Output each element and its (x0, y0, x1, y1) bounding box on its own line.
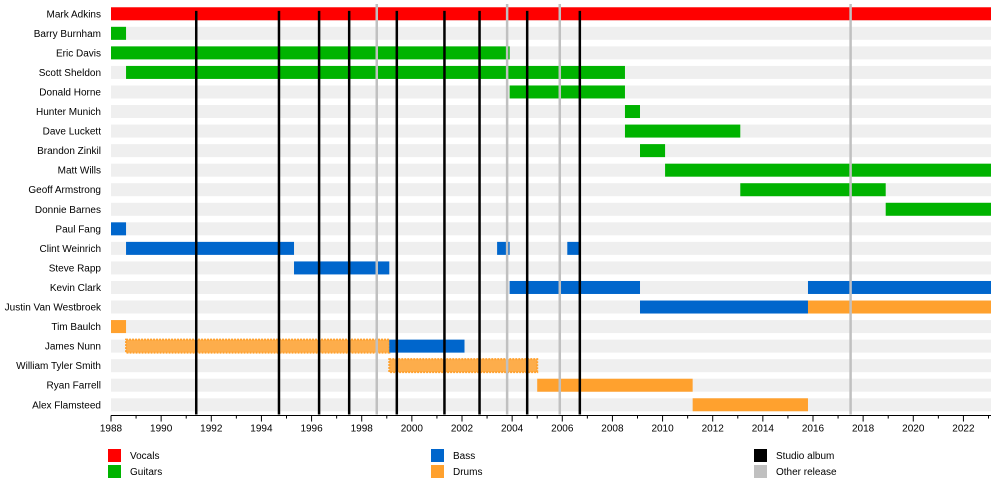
legend-swatch-drums (431, 465, 444, 478)
member-bar-bass (294, 261, 390, 275)
row-stripe (111, 222, 991, 236)
member-label: Paul Fang (55, 224, 101, 235)
member-bar-guitars (111, 26, 127, 40)
x-tick-label: 2016 (802, 424, 825, 435)
member-label: Hunter Munich (36, 107, 101, 118)
x-tick-label: 2012 (702, 424, 725, 435)
member-bar-guitars (126, 65, 625, 79)
row-stripe (111, 202, 991, 216)
member-bar-drums (389, 359, 538, 373)
member-bar-guitars (111, 46, 510, 60)
x-tick-label: 2010 (651, 424, 674, 435)
member-bar-drums (692, 398, 808, 412)
member-label: Eric Davis (56, 48, 101, 59)
member-bar-guitars (624, 124, 741, 138)
member-label: William Tyler Smith (16, 361, 101, 372)
member-bar-bass (111, 222, 127, 236)
legend-swatch-guitars (108, 465, 121, 478)
legend-swatch-bass (431, 449, 444, 462)
row-stripe (111, 144, 991, 158)
row-stripe (111, 241, 991, 255)
member-label: Brandon Zinkil (37, 146, 101, 157)
row-stripe (111, 261, 991, 275)
member-bar-vocals (111, 7, 991, 21)
member-label: Barry Burnham (34, 29, 101, 40)
row-stripe (111, 26, 991, 40)
member-bar-drums (807, 300, 991, 314)
x-tick-label: 2022 (952, 424, 975, 435)
member-label: Kevin Clark (50, 283, 102, 294)
member-bar-bass (126, 241, 295, 255)
member-label: Clint Weinrich (40, 244, 102, 255)
x-tick-label: 1998 (351, 424, 374, 435)
member-bar-bass (567, 241, 580, 255)
legend-swatch-other-release (754, 465, 767, 478)
x-tick-label: 2000 (401, 424, 424, 435)
member-label: Ryan Farrell (47, 381, 101, 392)
member-label: James Nunn (45, 342, 101, 353)
legend-label-guitars: Guitars (130, 467, 162, 478)
x-tick-label: 1988 (100, 424, 123, 435)
member-bar-guitars (665, 163, 991, 177)
member-label: Dave Luckett (43, 127, 102, 138)
member-label: Alex Flamsteed (32, 400, 101, 411)
x-tick-label: 2004 (501, 424, 524, 435)
row-stripe (111, 359, 991, 373)
legend-swatch-studio-album (754, 449, 767, 462)
x-tick-label: 2008 (601, 424, 624, 435)
x-tick-label: 1996 (300, 424, 323, 435)
member-label: Mark Adkins (47, 9, 101, 20)
row-stripe (111, 124, 991, 138)
member-label: Justin Van Westbroek (5, 303, 102, 314)
member-bar-bass (509, 280, 641, 294)
x-tick-label: 2014 (752, 424, 775, 435)
legend-label-drums: Drums (453, 467, 482, 478)
member-bar-guitars (640, 144, 666, 158)
member-label: Donald Horne (39, 87, 101, 98)
member-bar-bass (640, 300, 808, 314)
legend-swatch-vocals (108, 449, 121, 462)
member-bar-guitars (740, 183, 886, 197)
member-bar-drums (537, 378, 693, 392)
member-bar-drums (111, 320, 127, 334)
member-bar-drums (126, 339, 390, 353)
legend-label-studio-album: Studio album (776, 451, 834, 462)
member-label: Geoff Armstrong (28, 185, 101, 196)
member-label: Matt Wills (58, 166, 101, 177)
x-tick-label: 2020 (902, 424, 925, 435)
x-tick-label: 1992 (200, 424, 223, 435)
legend-label-bass: Bass (453, 451, 475, 462)
member-label: Donnie Barnes (35, 205, 101, 216)
member-bar-guitars (885, 202, 991, 216)
x-tick-label: 1990 (150, 424, 173, 435)
row-stripe (111, 320, 991, 334)
member-label: Scott Sheldon (39, 68, 101, 79)
x-tick-label: 2002 (451, 424, 474, 435)
row-stripe (111, 105, 991, 119)
member-bar-guitars (624, 105, 641, 119)
member-bar-bass (389, 339, 465, 353)
member-label: Tim Baulch (51, 322, 101, 333)
x-tick-label: 1994 (250, 424, 273, 435)
member-bar-bass (807, 280, 991, 294)
legend-label-other-release: Other release (776, 467, 837, 478)
member-label: Steve Rapp (49, 263, 102, 274)
row-stripe (111, 398, 991, 412)
member-bar-guitars (509, 85, 625, 99)
fuzzy-edge (388, 358, 539, 374)
x-tick-label: 2006 (551, 424, 574, 435)
legend-label-vocals: Vocals (130, 451, 159, 462)
x-tick-label: 2018 (852, 424, 875, 435)
